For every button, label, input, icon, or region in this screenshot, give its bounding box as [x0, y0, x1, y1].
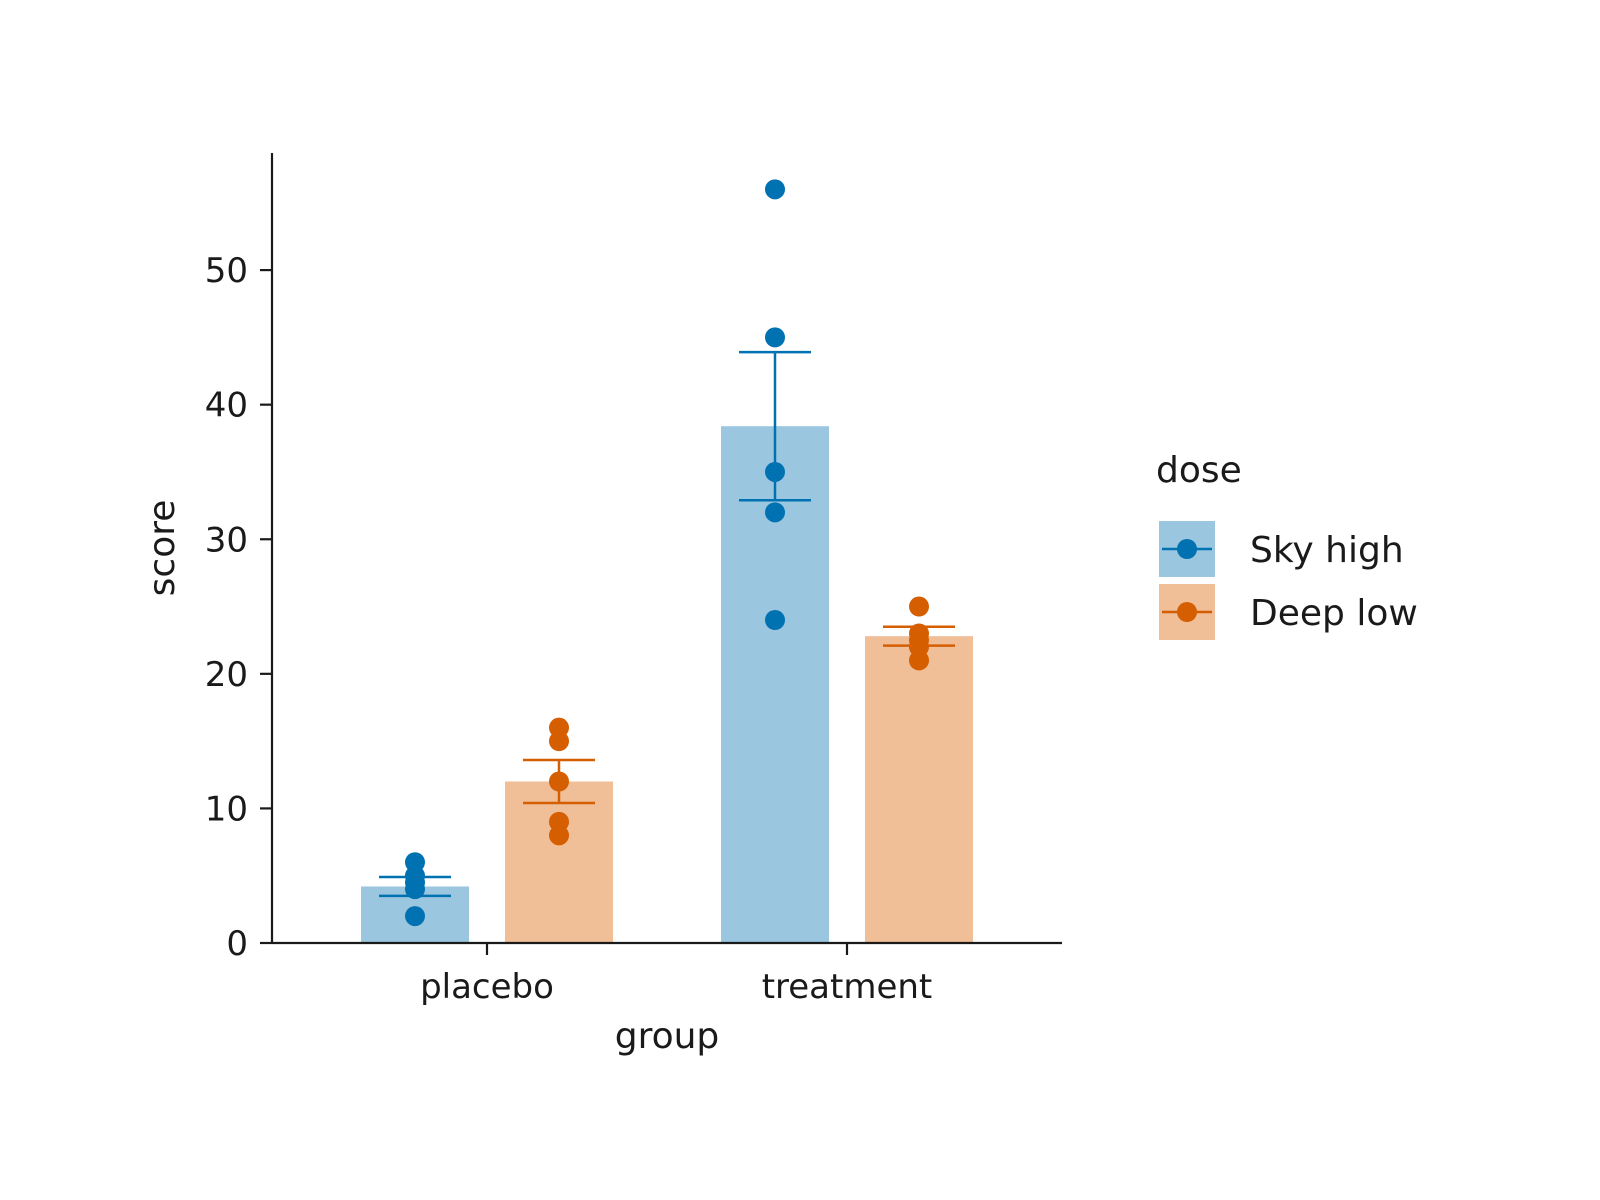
data-point [765, 461, 785, 482]
bar-placebo-deep-low [505, 781, 613, 943]
data-point [405, 852, 425, 873]
x-tick-label: treatment [762, 967, 933, 1007]
data-point [405, 906, 425, 927]
data-point [909, 623, 929, 644]
axes: 0 10 20 30 40 50 placebo treatment [205, 153, 1062, 1007]
data-point [765, 327, 785, 348]
data-point [909, 596, 929, 617]
legend-label-sky-high: Sky high [1250, 530, 1404, 571]
data-point [765, 502, 785, 523]
legend: dose Sky high Deep low [1156, 450, 1418, 640]
data-point [765, 610, 785, 631]
plot-area [361, 179, 973, 943]
y-tick-label: 40 [205, 386, 248, 426]
y-tick-label: 50 [205, 251, 248, 291]
x-tick-label: placebo [420, 967, 554, 1007]
legend-marker-deep-low [1177, 602, 1197, 622]
legend-title: dose [1156, 450, 1242, 491]
y-tick-label: 20 [205, 655, 248, 695]
legend-label-deep-low: Deep low [1250, 593, 1418, 634]
legend-marker-sky-high [1177, 539, 1197, 559]
data-point [549, 771, 569, 792]
y-axis-label: score [142, 500, 183, 597]
data-point [549, 717, 569, 738]
y-tick-label: 0 [226, 924, 248, 964]
y-tick-label: 30 [205, 520, 248, 560]
data-point [549, 811, 569, 832]
x-axis-label: group [615, 1016, 720, 1057]
data-point [765, 179, 785, 200]
y-tick-label: 10 [205, 789, 248, 829]
bar-treatment-deep-low [865, 636, 973, 943]
